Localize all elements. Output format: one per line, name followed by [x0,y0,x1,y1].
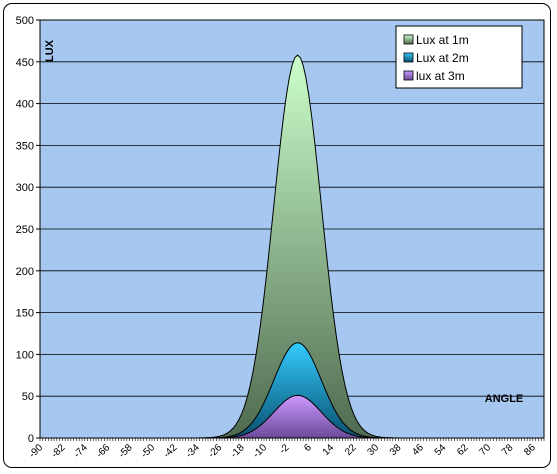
x-tick-label: 86 [522,442,538,458]
y-tick-label: 300 [16,182,34,194]
x-tick-labels: -90 -82 -74 -66 -58 -50 -42 -34 -26 -18 -10 -2 6 14 22… [27,442,538,460]
x-tick-label: -50 [139,442,157,460]
x-tick-label: -18 [229,442,247,460]
y-tick-label: 100 [16,349,34,361]
legend-swatch [403,70,414,81]
x-tick-label: 38 [388,442,404,458]
x-tick-label: 62 [455,442,471,458]
y-tick-label: 150 [16,308,34,320]
legend-swatch [403,52,414,63]
x-tick-label: 6 [302,442,314,454]
x-tick-label: -42 [162,442,180,460]
x-tick-label: 54 [433,442,449,458]
legend: Lux at 1m Lux at 2m lux at 3m [395,25,523,89]
y-axis-title: LUX [44,39,56,62]
legend-entry: Lux at 1m [416,33,469,47]
x-tick-label: -66 [94,442,112,460]
legend-entry: Lux at 2m [416,51,469,65]
x-tick-label: 22 [343,442,359,458]
x-tick-label: -34 [184,442,202,460]
x-axis-title: ANGLE [485,393,524,405]
y-tick-label: 0 [28,433,34,445]
chart-frame: 0 50 100 150 200 250 300 350 400 450 500 -90 -82 -74… [3,3,551,468]
y-tick-label: 350 [16,140,34,152]
x-tick-label: -2 [277,442,291,456]
y-tick-label: 450 [16,57,34,69]
x-tick-label: -10 [251,442,269,460]
legend-swatch [403,34,414,45]
x-tick-label: -74 [72,442,90,460]
y-tick-label: 400 [16,99,34,111]
y-tick-labels: 0 50 100 150 200 250 300 350 400 450 500 [16,15,34,445]
x-tick-label: 14 [321,442,337,458]
y-tick-label: 500 [16,15,34,27]
x-tick-label: 30 [365,442,381,458]
x-tick-label: -58 [117,442,135,460]
y-tick-label: 200 [16,266,34,278]
x-tick-label: 78 [500,442,516,458]
x-tick-label: -82 [50,442,68,460]
y-tick-label: 50 [22,391,34,403]
y-tick-label: 250 [16,224,34,236]
x-tick-label: -26 [206,442,224,460]
legend-box [395,25,523,89]
axes [39,20,545,441]
legend-entry: lux at 3m [416,69,465,83]
x-tick-label: 70 [477,442,493,458]
x-tick-label: 46 [410,442,426,458]
